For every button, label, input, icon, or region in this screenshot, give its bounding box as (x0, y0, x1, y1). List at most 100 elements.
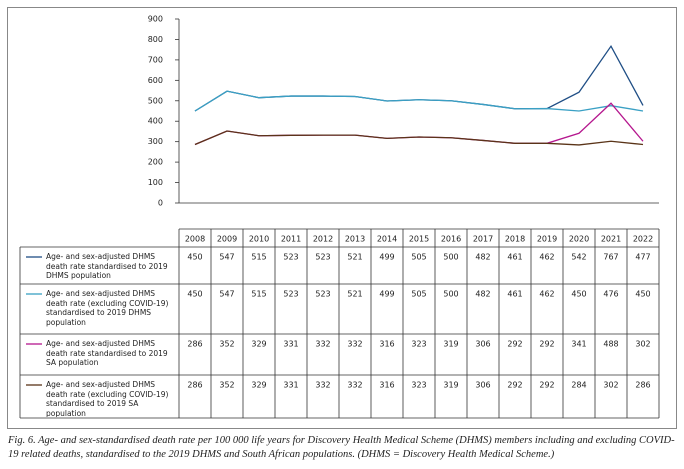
value-label: 292 (507, 340, 522, 349)
column-header: 2009 (217, 235, 237, 244)
legend-label: Age- and sex-adjusted DHMS death rate (e… (46, 289, 169, 327)
value-label: 505 (411, 253, 426, 262)
value-label: 331 (283, 340, 298, 349)
value-label: 292 (507, 381, 522, 390)
legend-label-box: Age- and sex-adjusted DHMS death rate st… (46, 252, 168, 280)
y-tick-label: 800 (148, 35, 163, 44)
value-label: 306 (475, 381, 490, 390)
value-label: 450 (635, 290, 650, 299)
value-label: 302 (603, 381, 618, 390)
column-header: 2010 (249, 235, 269, 244)
value-label: 329 (251, 381, 266, 390)
value-label: 500 (443, 290, 458, 299)
column-header: 2020 (569, 235, 589, 244)
value-label: 306 (475, 340, 490, 349)
column-header: 2018 (505, 235, 525, 244)
value-label: 523 (315, 253, 330, 262)
value-label: 462 (539, 253, 554, 262)
y-tick-label: 0 (158, 199, 163, 208)
value-label: 450 (187, 253, 202, 262)
value-label: 523 (315, 290, 330, 299)
column-header: 2019 (537, 235, 557, 244)
value-label: 521 (347, 290, 362, 299)
value-label: 292 (539, 340, 554, 349)
legend-label-box: Age- and sex-adjusted DHMS death rate (e… (46, 289, 169, 327)
value-label: 547 (219, 253, 234, 262)
value-label: 319 (443, 381, 458, 390)
column-header: 2013 (345, 235, 365, 244)
frame (7, 7, 677, 429)
value-label: 331 (283, 381, 298, 390)
column-header: 2017 (473, 235, 493, 244)
legend-label: Age- and sex-adjusted DHMS death rate st… (46, 252, 168, 280)
value-label: 461 (507, 290, 522, 299)
legend-label-box: Age- and sex-adjusted DHMS death rate (e… (46, 380, 169, 417)
value-label: 521 (347, 253, 362, 262)
value-label: 316 (379, 340, 394, 349)
value-label: 505 (411, 290, 426, 299)
value-label: 341 (571, 340, 586, 349)
caption: Fig. 6. Age- and sex-standardised death … (8, 435, 675, 460)
value-label: 488 (603, 340, 618, 349)
column-header: 2015 (409, 235, 429, 244)
column-header: 2011 (281, 235, 301, 244)
value-label: 352 (219, 340, 234, 349)
column-header: 2008 (185, 235, 205, 244)
value-label: 462 (539, 290, 554, 299)
column-header: 2014 (377, 235, 397, 244)
series-line (194, 90, 644, 112)
value-label: 450 (187, 290, 202, 299)
value-label: 499 (379, 290, 394, 299)
value-label: 476 (603, 290, 618, 299)
value-label: 477 (635, 253, 650, 262)
value-label: 332 (315, 340, 330, 349)
y-tick-label: 200 (148, 158, 163, 167)
value-label: 286 (187, 340, 202, 349)
value-label: 332 (347, 340, 362, 349)
value-label: 461 (507, 253, 522, 262)
column-header: 2021 (601, 235, 621, 244)
value-label: 316 (379, 381, 394, 390)
chart: 0 100 200 300 400 500 600 700 800 900 2008 2009 2010… (7, 7, 677, 429)
value-label: 523 (283, 253, 298, 262)
value-label: 352 (219, 381, 234, 390)
column-header: 2022 (633, 235, 653, 244)
y-tick-label: 100 (148, 178, 163, 187)
value-label: 515 (251, 253, 266, 262)
value-label: 482 (475, 253, 490, 262)
value-label: 515 (251, 290, 266, 299)
column-header: 2016 (441, 235, 461, 244)
y-tick-label: 700 (148, 55, 163, 64)
value-label: 319 (443, 340, 458, 349)
series-line (194, 130, 644, 146)
y-tick-label: 300 (148, 137, 163, 146)
value-label: 292 (539, 381, 554, 390)
series-line (194, 44, 644, 112)
legend-label: Age- and sex-adjusted DHMS death rate st… (46, 339, 168, 367)
value-label: 523 (283, 290, 298, 299)
value-label: 284 (571, 381, 586, 390)
value-label: 547 (219, 290, 234, 299)
value-label: 499 (379, 253, 394, 262)
value-label: 450 (571, 290, 586, 299)
column-header: 2012 (313, 235, 333, 244)
value-label: 286 (635, 381, 650, 390)
y-tick-label: 500 (148, 96, 163, 105)
y-tick-label: 400 (148, 117, 163, 126)
value-label: 323 (411, 381, 426, 390)
value-label: 323 (411, 340, 426, 349)
value-label: 329 (251, 340, 266, 349)
value-label: 286 (187, 381, 202, 390)
value-label: 542 (571, 253, 586, 262)
y-tick-label: 600 (148, 76, 163, 85)
value-label: 500 (443, 253, 458, 262)
value-label: 482 (475, 290, 490, 299)
series-line (194, 102, 644, 146)
value-label: 332 (347, 381, 362, 390)
value-label: 767 (603, 253, 618, 262)
y-tick-label: 900 (148, 15, 163, 24)
value-label: 302 (635, 340, 650, 349)
value-label: 332 (315, 381, 330, 390)
legend-label: Age- and sex-adjusted DHMS death rate (e… (46, 380, 169, 417)
